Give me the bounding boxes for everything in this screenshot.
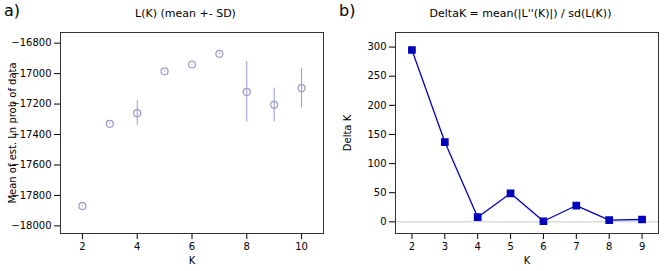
svg-text:0: 0: [380, 216, 386, 227]
svg-text:5: 5: [507, 241, 513, 252]
svg-text:−17800: −17800: [11, 189, 52, 201]
svg-text:3: 3: [442, 241, 448, 252]
svg-text:4: 4: [475, 241, 481, 252]
svg-text:K: K: [524, 255, 531, 266]
svg-text:6: 6: [189, 241, 195, 252]
svg-text:9: 9: [639, 241, 645, 252]
html-text:a): a): [4, 1, 20, 20]
svg-text:150: 150: [367, 129, 386, 140]
svg-text:−16800: −16800: [11, 37, 51, 48]
svg-text:8: 8: [606, 241, 612, 252]
svg-text:250: 250: [367, 70, 386, 81]
svg-text:200: 200: [367, 100, 386, 111]
svg-text:100: 100: [367, 158, 386, 169]
svg-text:K: K: [189, 255, 196, 266]
html-text:b): b): [339, 1, 356, 20]
svg-text:7: 7: [573, 241, 579, 252]
svg-text:Delta K: Delta K: [342, 114, 353, 151]
svg-text:4: 4: [134, 241, 140, 252]
html-text:L(K) (mean +- SD): L(K) (mean +- SD): [135, 7, 236, 20]
svg-text:2: 2: [409, 241, 415, 252]
svg-text:−17400: −17400: [11, 128, 52, 140]
svg-text:−17200: −17200: [11, 98, 52, 110]
svg-text:−17600: −17600: [11, 159, 52, 171]
html-text:DeltaK = mean(|L''(K)|) / sd(L: DeltaK = mean(|L''(K)|) / sd(L(K)): [429, 7, 612, 20]
svg-text:6: 6: [540, 241, 546, 252]
svg-text:8: 8: [244, 241, 250, 252]
svg-text:2: 2: [79, 241, 85, 252]
svg-text:300: 300: [367, 41, 386, 52]
svg-text:10: 10: [295, 241, 308, 252]
svg-text:−17000: −17000: [11, 67, 52, 79]
svg-text:Mean of est. Ln prob of data: Mean of est. Ln prob of data: [7, 62, 18, 203]
svg-text:50: 50: [374, 187, 387, 198]
svg-text:−18000: −18000: [11, 220, 51, 231]
